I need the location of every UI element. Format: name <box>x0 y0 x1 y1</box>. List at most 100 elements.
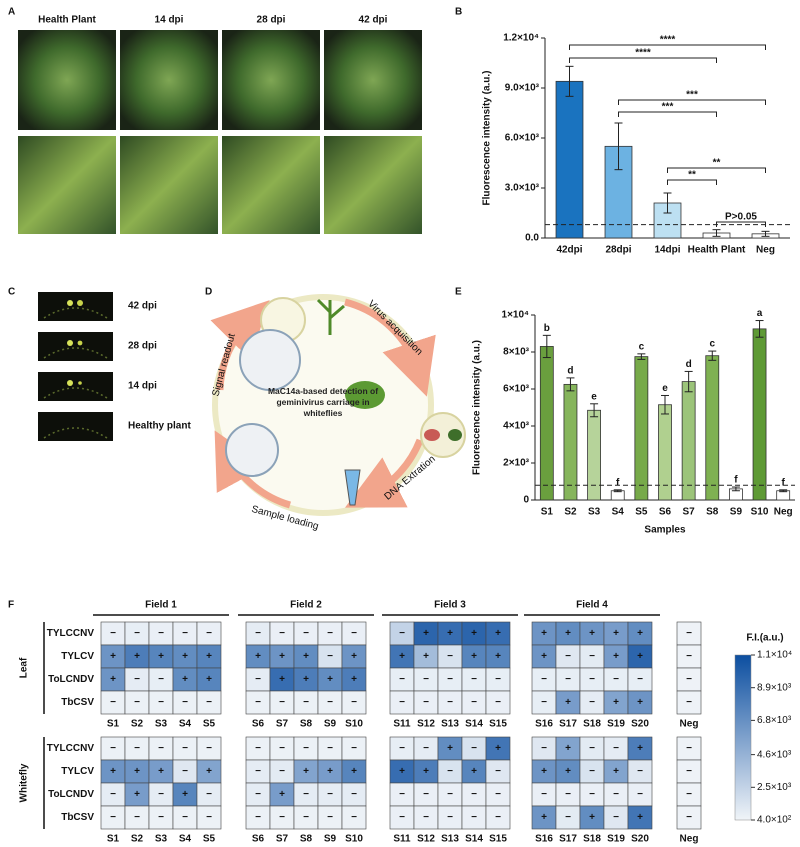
column-label: S9 <box>324 834 337 845</box>
column-label: S11 <box>393 834 411 845</box>
row-label: TYLCCNV <box>47 743 95 754</box>
bar <box>681 381 696 501</box>
cell-sign: − <box>134 674 140 685</box>
cell-sign: − <box>399 674 405 685</box>
cell-sign: − <box>495 674 501 685</box>
column-label: S17 <box>559 719 577 730</box>
significance-letter: b <box>544 323 550 334</box>
cell-sign: − <box>495 812 501 823</box>
photo-label: 28 dpi <box>257 15 286 26</box>
column-label: S9 <box>324 719 337 730</box>
column-label: S15 <box>489 834 507 845</box>
cell-sign: + <box>303 674 309 685</box>
heatmap-cell <box>341 805 367 830</box>
cell-sign: − <box>613 789 619 800</box>
cell-sign: + <box>541 651 547 662</box>
cell-sign: − <box>110 697 116 708</box>
row-label: ToLCNDV <box>48 789 94 800</box>
cell-sign: − <box>279 628 285 639</box>
x-tick-label: S9 <box>730 507 743 518</box>
cell-sign: − <box>351 812 357 823</box>
cell-sign: + <box>399 766 405 777</box>
column-label: S12 <box>417 719 435 730</box>
cell-sign: − <box>134 812 140 823</box>
photo <box>38 332 113 361</box>
column-label: S17 <box>559 834 577 845</box>
cell-sign: + <box>541 812 547 823</box>
cell-sign: + <box>279 674 285 685</box>
y-tick-label: 1×10⁴ <box>502 310 530 321</box>
cell-sign: − <box>565 812 571 823</box>
cell-sign: + <box>613 651 619 662</box>
x-tick-label: S10 <box>751 507 769 518</box>
cell-sign: − <box>589 674 595 685</box>
photo <box>38 412 113 441</box>
significance-letter: d <box>686 359 692 370</box>
cell-sign: + <box>279 651 285 662</box>
diagram-icon <box>420 412 466 458</box>
cell-sign: − <box>399 789 405 800</box>
colorbar-tick-label: 1.1×10⁴ <box>757 650 792 661</box>
significance-label: **** <box>660 35 676 46</box>
photo-label: 28 dpi <box>128 341 157 352</box>
significance-label: P>0.05 <box>725 212 757 223</box>
cell-sign: − <box>279 812 285 823</box>
photo-detail <box>67 340 73 346</box>
cell-sign: + <box>637 812 643 823</box>
column-label: S1 <box>107 719 120 730</box>
cell-sign: − <box>423 812 429 823</box>
cell-sign: − <box>447 766 453 777</box>
significance-letter: f <box>782 477 786 488</box>
block-label: Whitefly <box>19 763 30 802</box>
x-tick-label: S3 <box>588 507 601 518</box>
cell-sign: − <box>686 697 692 708</box>
cell-sign: − <box>686 789 692 800</box>
cell-sign: − <box>686 628 692 639</box>
column-label: S4 <box>179 834 192 845</box>
cell-sign: − <box>541 789 547 800</box>
column-label: S8 <box>300 834 313 845</box>
significance-bracket <box>716 221 766 227</box>
cell-sign: + <box>447 743 453 754</box>
column-label: S16 <box>535 719 553 730</box>
photo <box>38 292 113 321</box>
cell-sign: − <box>589 651 595 662</box>
cell-sign: − <box>471 812 477 823</box>
photo <box>222 30 320 130</box>
cell-sign: + <box>495 651 501 662</box>
cell-sign: − <box>110 789 116 800</box>
cell-sign: − <box>134 697 140 708</box>
cell-sign: + <box>206 674 212 685</box>
diagram-arrow <box>345 438 424 508</box>
cell-sign: − <box>447 697 453 708</box>
diagram-icon <box>448 429 462 441</box>
photo-label: 14 dpi <box>155 15 184 26</box>
cell-sign: − <box>541 674 547 685</box>
block-label: Leaf <box>19 657 30 678</box>
bar <box>705 355 720 501</box>
significance-letter: f <box>734 475 738 486</box>
cell-sign: + <box>303 651 309 662</box>
group-label: Field 4 <box>576 600 608 611</box>
cell-sign: + <box>303 766 309 777</box>
cell-sign: − <box>158 743 164 754</box>
cell-sign: − <box>351 628 357 639</box>
column-label: S13 <box>441 719 459 730</box>
diagram-center-text: MaC14a-based detection of geminivirus ca… <box>267 386 379 418</box>
heatmap-cell <box>627 690 653 715</box>
cell-sign: + <box>182 674 188 685</box>
cell-sign: + <box>613 766 619 777</box>
cell-sign: + <box>110 674 116 685</box>
heatmap-cell <box>676 805 702 830</box>
cell-sign: − <box>589 789 595 800</box>
cell-sign: − <box>399 743 405 754</box>
bar <box>658 404 672 501</box>
cell-sign: + <box>613 628 619 639</box>
cell-sign: − <box>134 628 140 639</box>
cell-sign: − <box>351 743 357 754</box>
heatmap-cell <box>627 805 653 830</box>
diagram-icon <box>424 429 440 441</box>
cell-sign: − <box>686 674 692 685</box>
significance-bracket <box>618 111 717 117</box>
group-label: Field 2 <box>290 600 322 611</box>
